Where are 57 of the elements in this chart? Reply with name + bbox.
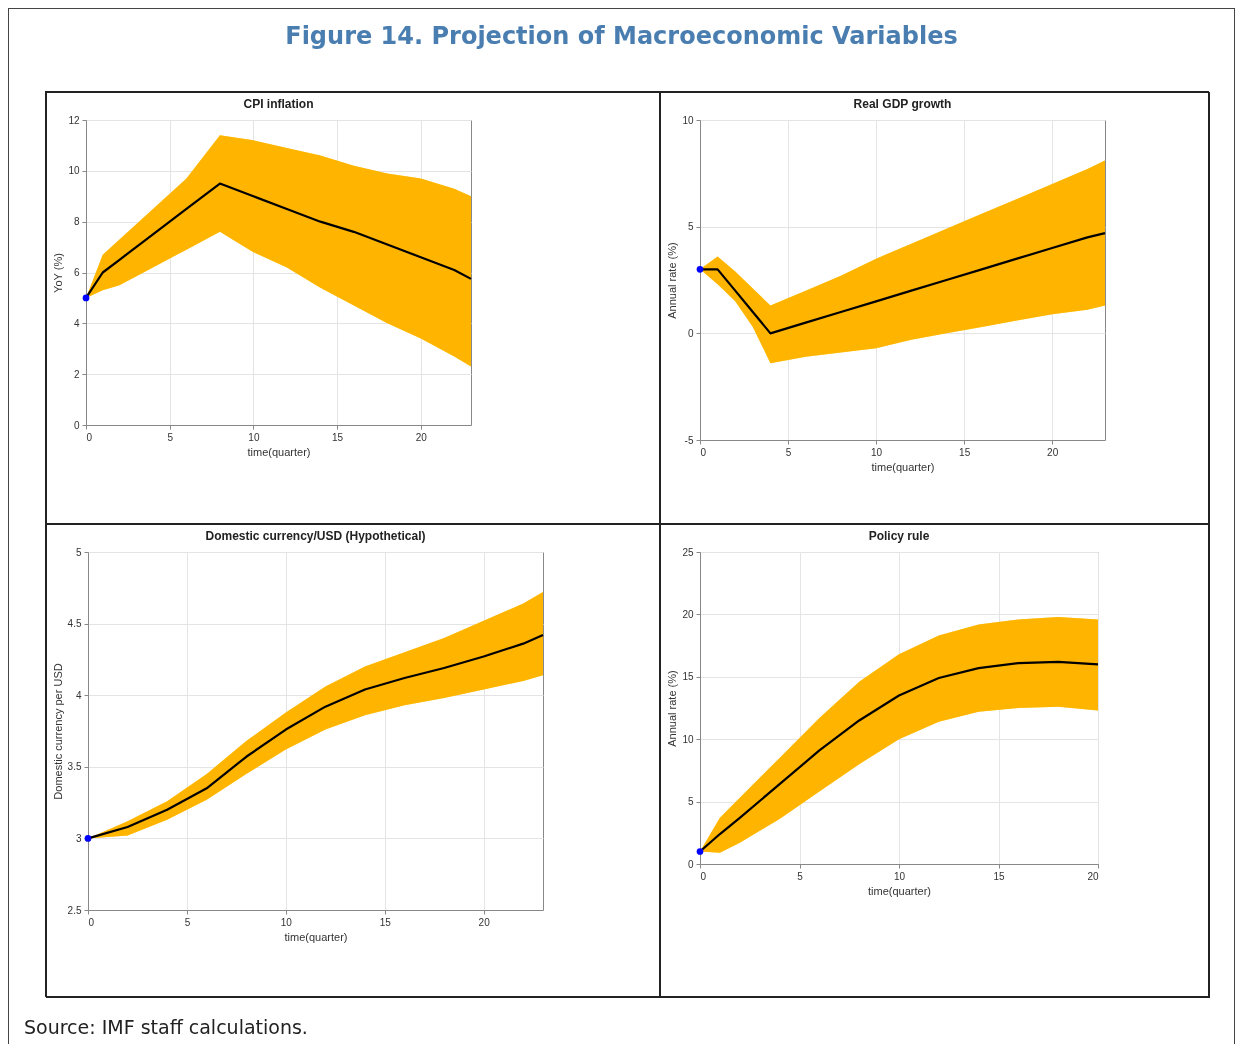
x-tick-label: 10 <box>280 916 293 928</box>
y-tick-label: 5 <box>687 221 694 233</box>
x-axis-title: time(quarter) <box>247 445 311 458</box>
y-tick-label: 20 <box>682 608 694 620</box>
x-tick-label: 20 <box>478 916 491 928</box>
y-tick-label: 5 <box>687 796 694 808</box>
x-tick-label: 5 <box>785 446 792 458</box>
chart-title: Real GDP growth <box>853 97 952 111</box>
x-tick-label: 20 <box>415 431 428 443</box>
x-tick-label: 0 <box>700 870 707 882</box>
y-tick-label: 5 <box>75 546 82 558</box>
chart-title: Policy rule <box>868 529 930 543</box>
x-tick-label: 20 <box>1087 870 1099 882</box>
x-axis-title: time(quarter) <box>871 460 935 473</box>
y-tick-label: 3.5 <box>67 761 82 773</box>
y-axis-title: YoY (%) <box>52 253 65 293</box>
x-tick-label: 0 <box>86 431 93 443</box>
y-tick-label: 8 <box>73 216 80 228</box>
y-tick-label: 10 <box>68 165 80 177</box>
x-tick-label: 0 <box>700 446 707 458</box>
x-tick-label: 0 <box>88 916 95 928</box>
x-tick-label: 10 <box>893 870 906 882</box>
x-tick-label: 15 <box>379 916 392 928</box>
y-tick-label: 4.5 <box>67 618 82 630</box>
y-tick-label: 0 <box>687 327 694 339</box>
y-tick-label: 10 <box>682 114 694 126</box>
y-tick-label: 10 <box>682 733 694 745</box>
x-tick-label: 15 <box>332 431 344 443</box>
y-tick-label: 3 <box>75 832 82 844</box>
y-tick-label: 15 <box>682 671 694 683</box>
x-tick-label: 5 <box>167 431 174 443</box>
y-tick-label: 2.5 <box>67 904 82 916</box>
caption: Figure 14. Projection of Macroeconomic Variables <box>284 22 959 50</box>
x-tick-label: 10 <box>871 446 883 458</box>
y-tick-label: -5 <box>684 434 694 446</box>
x-tick-label: 15 <box>959 446 971 458</box>
x-axis-title: time(quarter) <box>284 930 348 943</box>
source-note: Source: IMF staff calculations. <box>24 1016 308 1038</box>
x-tick-label: 20 <box>1047 446 1059 458</box>
x-tick-label: 10 <box>248 431 260 443</box>
chart-title: Domestic currency/USD (Hypothetical) <box>205 529 426 543</box>
y-tick-label: 6 <box>73 267 80 278</box>
y-tick-label: 4 <box>75 689 82 701</box>
y-tick-label: 2 <box>73 368 80 380</box>
y-axis-title: Annual rate (%) <box>666 242 679 319</box>
y-tick-label: 4 <box>73 317 80 329</box>
y-tick-label: 12 <box>68 114 80 126</box>
y-tick-label: 0 <box>73 419 80 431</box>
x-tick-label: 5 <box>184 916 191 928</box>
y-tick-label: 0 <box>687 858 694 870</box>
y-axis-title: Domestic currency per USD <box>51 663 64 800</box>
x-axis-title: time(quarter) <box>868 884 931 897</box>
y-axis-title: Annual rate (%) <box>666 670 679 747</box>
x-tick-label: 15 <box>993 870 1005 882</box>
y-tick-label: 25 <box>682 546 694 558</box>
x-tick-label: 5 <box>797 870 804 882</box>
chart-title: CPI inflation <box>243 97 314 111</box>
